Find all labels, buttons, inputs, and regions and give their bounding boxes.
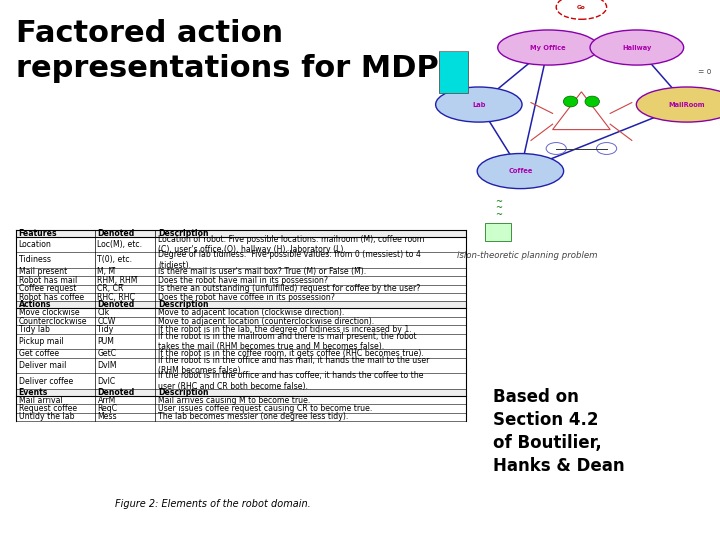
FancyBboxPatch shape (485, 223, 511, 241)
Text: Pickup mail: Pickup mail (19, 337, 63, 346)
Text: My Office: My Office (531, 44, 566, 51)
Circle shape (563, 96, 578, 107)
Text: Robot has coffee: Robot has coffee (19, 293, 84, 302)
Text: Denoted: Denoted (97, 388, 135, 397)
Text: ision-theoretic planning problem: ision-theoretic planning problem (457, 251, 598, 260)
Text: Move to adjacent location (counterclockwise direction).: Move to adjacent location (counterclockw… (158, 316, 374, 326)
Ellipse shape (436, 87, 522, 122)
Text: ~: ~ (495, 197, 502, 206)
Text: Description: Description (158, 388, 209, 397)
Text: Description: Description (158, 300, 209, 309)
Text: Is there an outstanding (unfulfilled) request for coffee by the user?: Is there an outstanding (unfulfilled) re… (158, 284, 420, 293)
Text: Based on
Section 4.2
of Boutilier,
Hanks & Dean: Based on Section 4.2 of Boutilier, Hanks… (493, 388, 625, 475)
Text: Does the robot have coffee in its possession?: Does the robot have coffee in its posses… (158, 293, 335, 302)
Text: Tidy: Tidy (97, 325, 114, 334)
FancyBboxPatch shape (16, 301, 466, 308)
Text: GetC: GetC (97, 349, 117, 358)
Text: Mail present: Mail present (19, 267, 67, 276)
Text: Mail arrives causing M to become true.: Mail arrives causing M to become true. (158, 396, 310, 404)
Text: Deliver coffee: Deliver coffee (19, 376, 73, 386)
FancyBboxPatch shape (439, 51, 468, 93)
Text: RHM, RHM̅: RHM, RHM̅ (97, 276, 138, 285)
Text: T(0), etc.: T(0), etc. (97, 255, 132, 265)
Text: Go: Go (577, 5, 586, 10)
FancyBboxPatch shape (16, 230, 466, 237)
Text: M, M̅: M, M̅ (97, 267, 116, 276)
Text: CR, CR̅: CR, CR̅ (97, 284, 124, 293)
Text: DvlC: DvlC (97, 376, 116, 386)
Text: Tidy lab: Tidy lab (19, 325, 50, 334)
Text: Factored action
representations for MDPs: Factored action representations for MDPs (16, 19, 456, 83)
Text: ~: ~ (495, 210, 502, 219)
Text: MailRoom: MailRoom (668, 102, 705, 107)
Text: Events: Events (19, 388, 48, 397)
Text: If the robot is in the mailroom and there is mail present, the robot
takes the m: If the robot is in the mailroom and ther… (158, 332, 417, 351)
Text: Mess: Mess (97, 413, 117, 422)
Text: The lab becomes messier (one degree less tidy).: The lab becomes messier (one degree less… (158, 413, 348, 422)
Text: Degree of lab tidiness.  Five possible values: from 0 (messiest) to 4
(tidiest).: Degree of lab tidiness. Five possible va… (158, 250, 421, 269)
Text: ~: ~ (495, 203, 502, 212)
Text: Request coffee: Request coffee (19, 404, 77, 413)
Text: CCW: CCW (97, 316, 116, 326)
Text: Figure 2: Elements of the robot domain.: Figure 2: Elements of the robot domain. (114, 498, 310, 509)
Text: Get coffee: Get coffee (19, 349, 59, 358)
Text: Counterclockwise: Counterclockwise (19, 316, 87, 326)
Text: PUM: PUM (97, 337, 114, 346)
Text: Location of robot. Five possible locations: mailroom (M), coffee room
(C), user': Location of robot. Five possible locatio… (158, 235, 425, 254)
Text: = o: = o (698, 67, 711, 76)
FancyBboxPatch shape (16, 389, 466, 396)
Ellipse shape (498, 30, 598, 65)
Text: Coffee: Coffee (508, 168, 533, 174)
Text: If the robot is in the coffee room, it gets coffee (RHC becomes true).: If the robot is in the coffee room, it g… (158, 349, 424, 358)
Text: User issues coffee request causing CR to become true.: User issues coffee request causing CR to… (158, 404, 372, 413)
Text: Deliver mail: Deliver mail (19, 361, 66, 370)
Text: Denoted: Denoted (97, 228, 135, 238)
Ellipse shape (636, 87, 720, 122)
Text: Does the robot have mail in its possession?: Does the robot have mail in its possessi… (158, 276, 328, 285)
Circle shape (585, 96, 600, 107)
Text: Loc(M), etc.: Loc(M), etc. (97, 240, 143, 249)
Text: Mail arrival: Mail arrival (19, 396, 63, 404)
Text: Untidy the lab: Untidy the lab (19, 413, 74, 422)
Text: Move to adjacent location (clockwise direction).: Move to adjacent location (clockwise dir… (158, 308, 345, 317)
Text: Move clockwise: Move clockwise (19, 308, 79, 317)
Text: Is there mail is user's mail box? True (M) or False (M̅).: Is there mail is user's mail box? True (… (158, 267, 366, 276)
Ellipse shape (477, 153, 564, 188)
Text: Features: Features (19, 228, 58, 238)
Ellipse shape (590, 30, 683, 65)
Text: Clk: Clk (97, 308, 109, 317)
Text: Description: Description (158, 228, 209, 238)
Text: Denoted: Denoted (97, 300, 135, 309)
Text: Robot has mail: Robot has mail (19, 276, 77, 285)
Text: Hallway: Hallway (622, 44, 652, 51)
Text: If the robot is in the office and has coffee, it hands the coffee to the
user (R: If the robot is in the office and has co… (158, 372, 423, 391)
Text: Lab: Lab (472, 102, 485, 107)
Text: Tidiness: Tidiness (19, 255, 50, 265)
Text: If the robot is in the office and has mail, it hands the mail to the user
(RHM b: If the robot is in the office and has ma… (158, 356, 430, 375)
Text: Location: Location (19, 240, 52, 249)
Text: Coffee request: Coffee request (19, 284, 76, 293)
Text: Actions: Actions (19, 300, 51, 309)
Text: RHC, RHC̅: RHC, RHC̅ (97, 293, 135, 302)
Text: ReqC: ReqC (97, 404, 117, 413)
Text: If the robot is in the lab, the degree of tidiness is increased by 1.: If the robot is in the lab, the degree o… (158, 325, 412, 334)
Text: DvlM: DvlM (97, 361, 117, 370)
Text: ArrM: ArrM (97, 396, 116, 404)
